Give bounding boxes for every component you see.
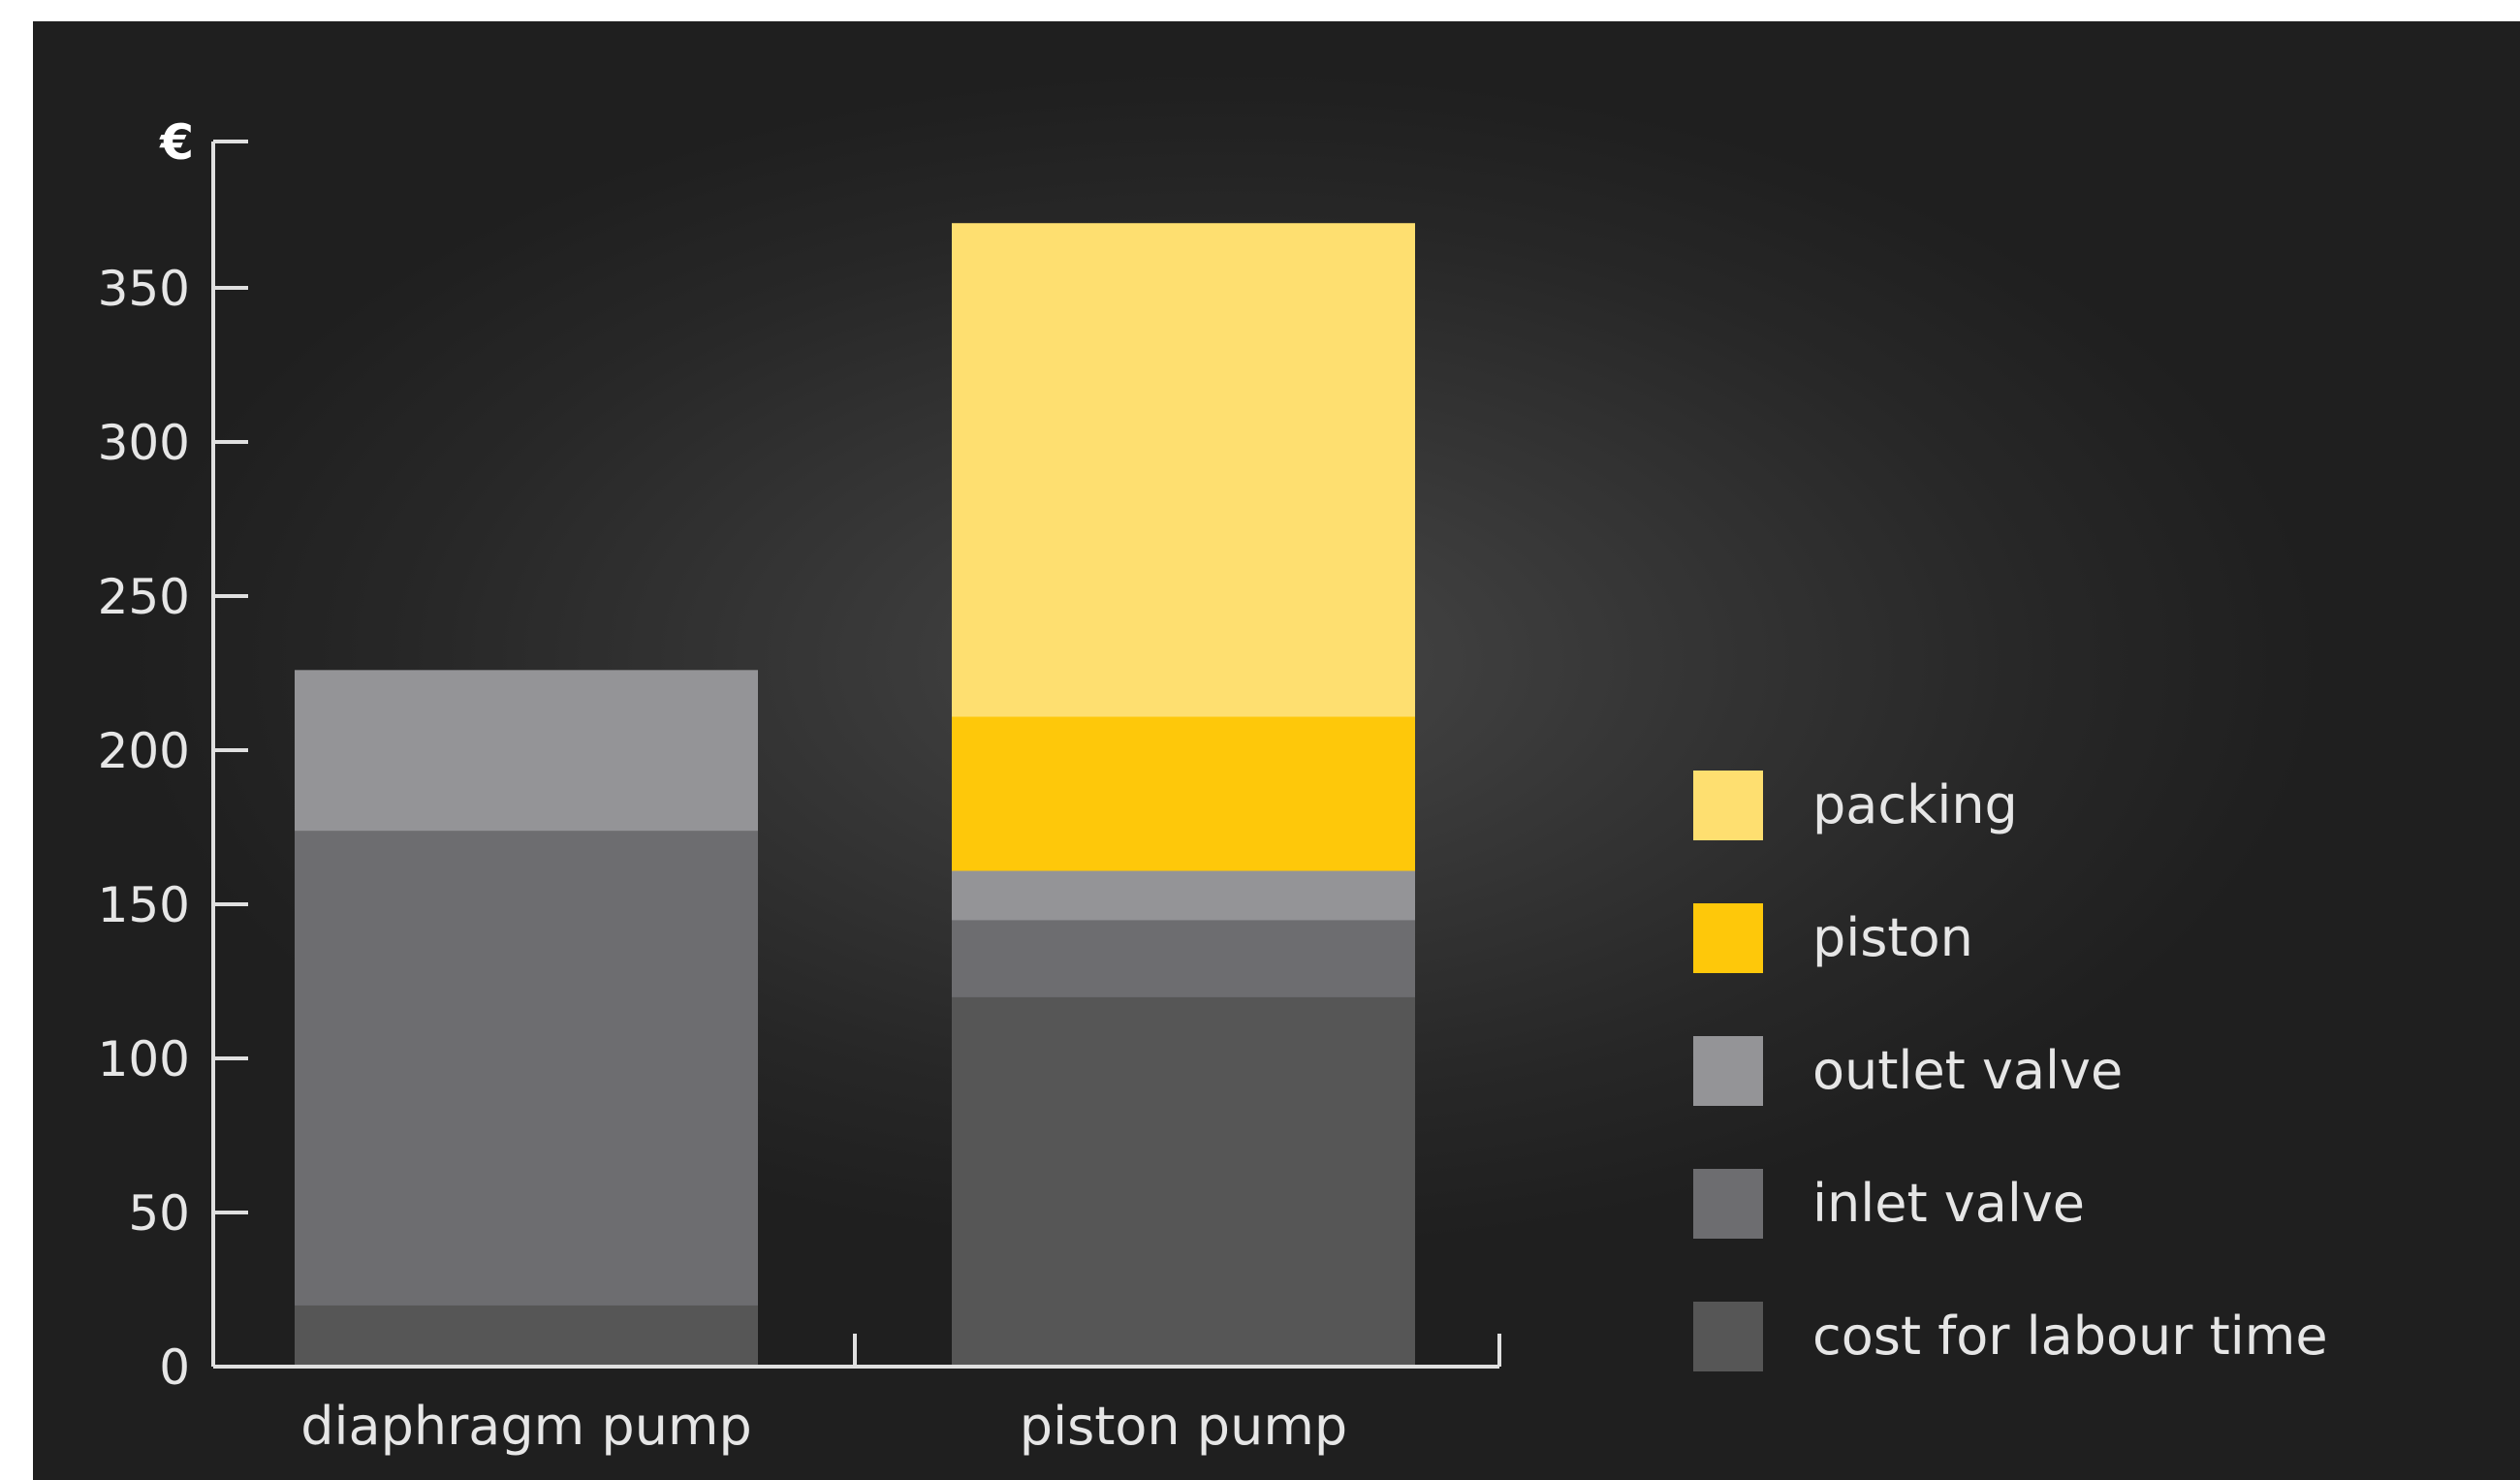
y-tick-label: 350: [98, 261, 190, 317]
legend-label: inlet valve: [1812, 1173, 2085, 1234]
bar-segment-piston-pump-piston: [952, 716, 1415, 871]
legend-swatch: [1693, 1036, 1763, 1106]
y-axis-unit-label: €: [159, 114, 194, 171]
legend-item: packing: [1693, 771, 2018, 840]
legend-label: cost for labour time: [1812, 1306, 2328, 1367]
bar-segment-diaphragm-pump-outlet-valve: [295, 670, 758, 832]
legend-item: cost for labour time: [1693, 1302, 2328, 1371]
chart-frame: € 0 50 100 150 200 250 300 350 diaphragm pump pi…: [33, 21, 2520, 1480]
y-tick-label: 200: [98, 723, 190, 779]
y-ticks: 0 50 100 150 200 250 300 350: [98, 261, 248, 1396]
legend-label: outlet valve: [1812, 1040, 2123, 1101]
bar-segment-piston-pump-cost-for-labour-time: [952, 996, 1415, 1368]
x-category-label: diaphragm pump: [300, 1396, 752, 1457]
y-tick-label: 150: [98, 877, 190, 933]
legend-swatch: [1693, 771, 1763, 840]
bar-segment-piston-pump-outlet-valve: [952, 870, 1415, 921]
legend-item: outlet valve: [1693, 1036, 2123, 1106]
stacked-bar-chart: € 0 50 100 150 200 250 300 350 diaphragm pump pi…: [98, 114, 2328, 1457]
legend-swatch: [1693, 1169, 1763, 1239]
y-tick-label: 250: [98, 569, 190, 625]
bar-segment-piston-pump-inlet-valve: [952, 919, 1415, 997]
legend-item: piston: [1693, 903, 1973, 973]
legend-item: inlet valve: [1693, 1169, 2085, 1239]
bar-segment-piston-pump-packing: [952, 223, 1415, 717]
bars-layer: [295, 223, 1415, 1368]
legend: packing piston outlet valve inlet valve cost…: [1693, 771, 2328, 1371]
bar-segment-diaphragm-pump-cost-for-labour-time: [295, 1305, 758, 1368]
x-category-label: piston pump: [1020, 1396, 1347, 1457]
legend-label: packing: [1812, 774, 2018, 835]
y-tick-label: 0: [159, 1339, 190, 1396]
y-tick-label: 300: [98, 415, 190, 471]
y-tick-label: 100: [98, 1031, 190, 1087]
bar-segment-diaphragm-pump-inlet-valve: [295, 830, 758, 1306]
y-tick-label: 50: [128, 1185, 190, 1242]
legend-label: piston: [1812, 907, 1973, 968]
x-category-labels: diaphragm pump piston pump: [300, 1396, 1347, 1457]
legend-swatch: [1693, 1302, 1763, 1371]
axis-layer: €: [159, 114, 1501, 1369]
legend-swatch: [1693, 903, 1763, 973]
